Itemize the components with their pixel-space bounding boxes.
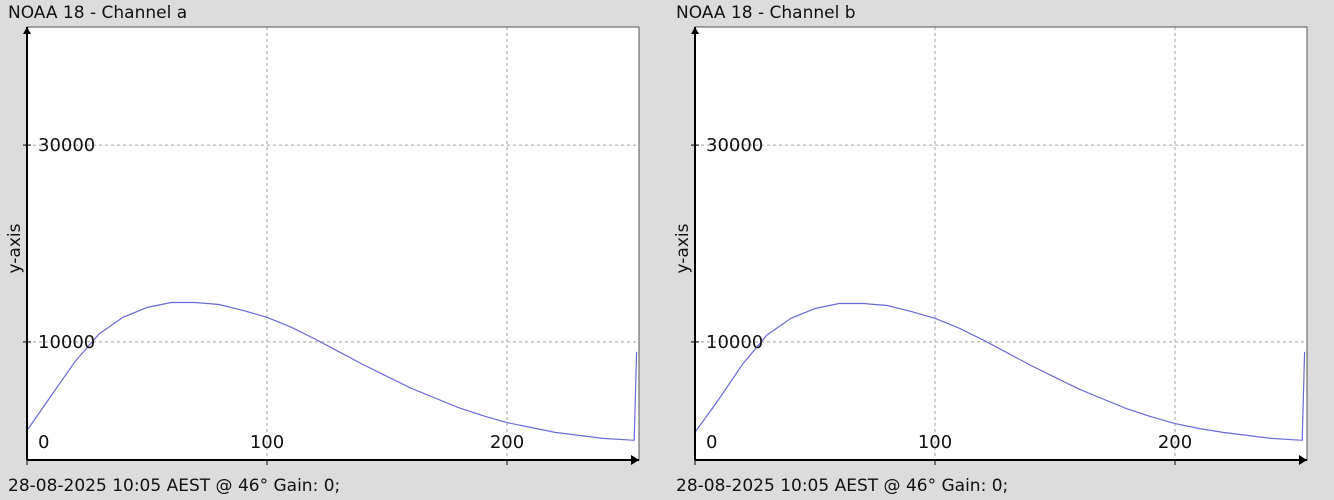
chart-title: NOAA 18 - Channel a [8, 3, 188, 23]
plot-area [27, 27, 639, 460]
y-tick-label: 30000 [706, 135, 763, 156]
x-tick-label: 100 [250, 432, 284, 453]
chart-footer: 28-08-2025 10:05 AEST @ 46° Gain: 0; [676, 476, 1009, 496]
y-axis-label: y-axis [5, 223, 25, 273]
y-tick-label: 10000 [38, 332, 95, 353]
x-axis-arrow [1299, 455, 1307, 465]
chart-plot: 0 100 200 10000 30000 y-axis [673, 26, 1308, 465]
series-line [694, 302, 1306, 441]
y-tick-label: 30000 [38, 135, 95, 156]
x-tick-label: 0 [38, 432, 49, 453]
y-axis-label: y-axis [673, 223, 693, 273]
y-axis-arrow [23, 27, 31, 34]
chart-title: NOAA 18 - Channel b [676, 3, 856, 23]
x-tick-label: 200 [1158, 432, 1192, 453]
chart-panel-a: NOAA 18 - Channel a 0 100 200 10000 30000 y-a… [0, 0, 660, 500]
y-tick-label: 10000 [706, 332, 763, 353]
x-tick-label: 0 [706, 432, 717, 453]
series-line [26, 301, 638, 441]
plot-area [695, 27, 1307, 460]
x-tick-label: 100 [918, 432, 952, 453]
x-axis-arrow [631, 455, 639, 465]
chart-panel-b: NOAA 18 - Channel b 0 100 200 10000 30000 y-a… [668, 0, 1328, 500]
x-tick-label: 200 [490, 432, 524, 453]
chart-plot: 0 100 200 10000 30000 y-axis [5, 26, 640, 465]
y-axis-arrow [691, 27, 699, 34]
chart-footer: 28-08-2025 10:05 AEST @ 46° Gain: 0; [8, 476, 341, 496]
